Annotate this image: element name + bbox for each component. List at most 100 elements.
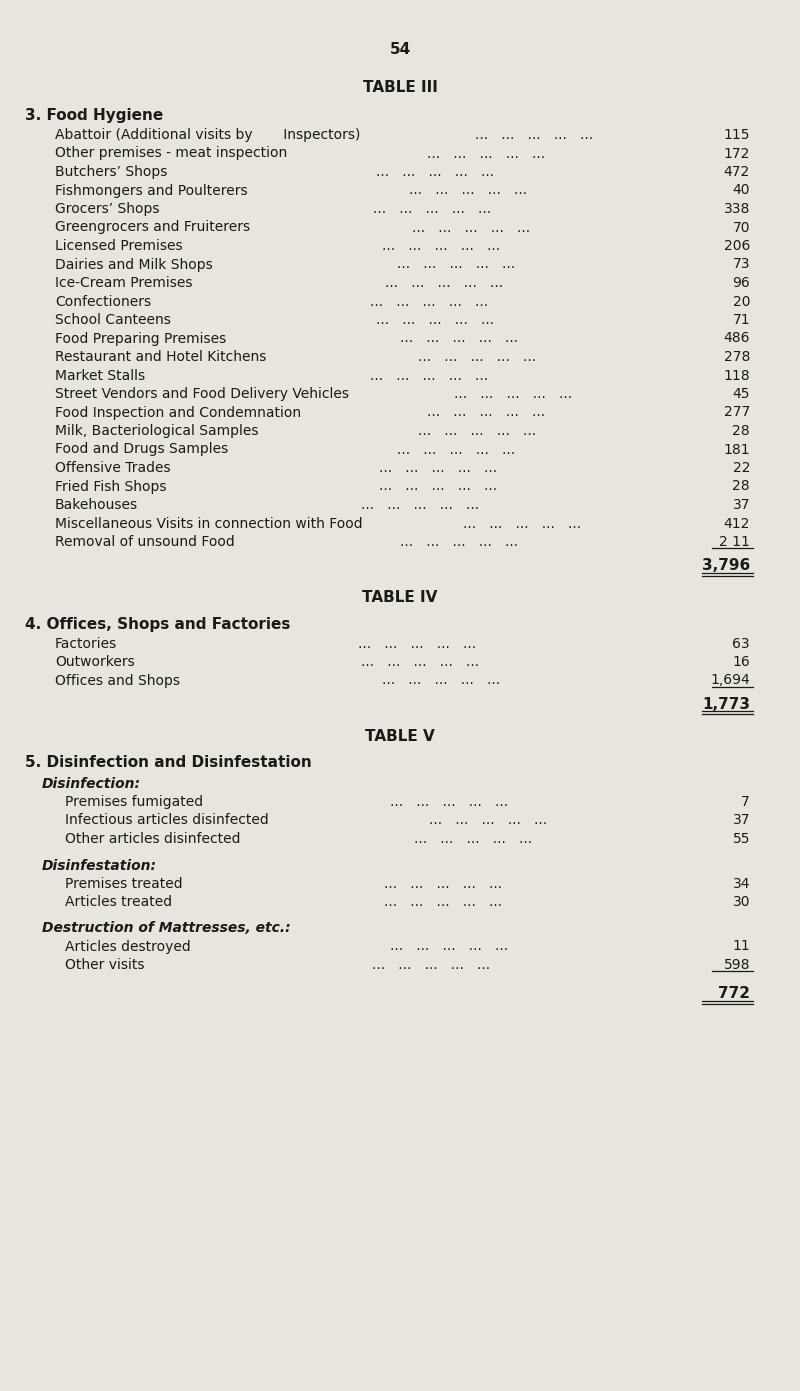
Text: 2 11: 2 11 (719, 536, 750, 549)
Text: Disinfestation:: Disinfestation: (42, 858, 157, 872)
Text: 16: 16 (732, 655, 750, 669)
Text: TABLE V: TABLE V (365, 729, 435, 744)
Text: 30: 30 (733, 894, 750, 908)
Text: 54: 54 (390, 42, 410, 57)
Text: 37: 37 (733, 498, 750, 512)
Text: ...   ...   ...   ...   ...: ... ... ... ... ... (390, 939, 508, 953)
Text: ...   ...   ...   ...   ...: ... ... ... ... ... (384, 894, 502, 908)
Text: Fried Fish Shops: Fried Fish Shops (55, 480, 166, 494)
Text: ...   ...   ...   ...   ...: ... ... ... ... ... (376, 166, 494, 179)
Text: Removal of unsound Food: Removal of unsound Food (55, 536, 234, 549)
Text: 181: 181 (723, 442, 750, 456)
Text: Food Preparing Premises: Food Preparing Premises (55, 331, 226, 345)
Text: ...   ...   ...   ...   ...: ... ... ... ... ... (390, 796, 508, 810)
Text: Outworkers: Outworkers (55, 655, 134, 669)
Text: ...   ...   ...   ...   ...: ... ... ... ... ... (379, 460, 497, 474)
Text: Other visits: Other visits (65, 958, 145, 972)
Text: 96: 96 (732, 275, 750, 289)
Text: 40: 40 (733, 184, 750, 198)
Text: Disinfection:: Disinfection: (42, 778, 141, 791)
Text: 11: 11 (732, 939, 750, 953)
Text: ...   ...   ...   ...   ...: ... ... ... ... ... (373, 202, 491, 216)
Text: ...   ...   ...   ...   ...: ... ... ... ... ... (397, 257, 515, 271)
Text: ...   ...   ...   ...   ...: ... ... ... ... ... (475, 128, 593, 142)
Text: Greengrocers and Fruiterers: Greengrocers and Fruiterers (55, 221, 250, 235)
Text: 20: 20 (733, 295, 750, 309)
Text: Confectioners: Confectioners (55, 295, 151, 309)
Text: ...   ...   ...   ...   ...: ... ... ... ... ... (400, 331, 518, 345)
Text: 412: 412 (724, 516, 750, 530)
Text: 63: 63 (732, 637, 750, 651)
Text: School Canteens: School Canteens (55, 313, 171, 327)
Text: 37: 37 (733, 814, 750, 828)
Text: Butchers’ Shops: Butchers’ Shops (55, 166, 167, 179)
Text: Licensed Premises: Licensed Premises (55, 239, 182, 253)
Text: ...   ...   ...   ...   ...: ... ... ... ... ... (418, 351, 536, 364)
Text: ...   ...   ...   ...   ...: ... ... ... ... ... (358, 637, 476, 651)
Text: ...   ...   ...   ...   ...: ... ... ... ... ... (361, 655, 479, 669)
Text: Ice-Cream Premises: Ice-Cream Premises (55, 275, 193, 289)
Text: Infectious articles disinfected: Infectious articles disinfected (65, 814, 269, 828)
Text: 3,796: 3,796 (702, 559, 750, 573)
Text: ...   ...   ...   ...   ...: ... ... ... ... ... (400, 536, 518, 549)
Text: Offensive Trades: Offensive Trades (55, 460, 170, 474)
Text: ...   ...   ...   ...   ...: ... ... ... ... ... (463, 516, 581, 530)
Text: 28: 28 (732, 480, 750, 494)
Text: 22: 22 (733, 460, 750, 474)
Text: ...   ...   ...   ...   ...: ... ... ... ... ... (427, 146, 545, 160)
Text: Other articles disinfected: Other articles disinfected (65, 832, 241, 846)
Text: Restaurant and Hotel Kitchens: Restaurant and Hotel Kitchens (55, 351, 266, 364)
Text: Abattoir (Additional visits by       Inspectors): Abattoir (Additional visits by Inspector… (55, 128, 360, 142)
Text: Grocers’ Shops: Grocers’ Shops (55, 202, 159, 216)
Text: ...   ...   ...   ...   ...: ... ... ... ... ... (427, 406, 545, 420)
Text: 278: 278 (724, 351, 750, 364)
Text: Bakehouses: Bakehouses (55, 498, 138, 512)
Text: ...   ...   ...   ...   ...: ... ... ... ... ... (376, 313, 494, 327)
Text: ...   ...   ...   ...   ...: ... ... ... ... ... (454, 387, 572, 401)
Text: Offices and Shops: Offices and Shops (55, 673, 180, 687)
Text: TABLE IV: TABLE IV (362, 591, 438, 605)
Text: Market Stalls: Market Stalls (55, 369, 145, 383)
Text: Premises fumigated: Premises fumigated (65, 796, 203, 810)
Text: Milk, Bacteriological Samples: Milk, Bacteriological Samples (55, 424, 258, 438)
Text: ...   ...   ...   ...   ...: ... ... ... ... ... (379, 480, 497, 494)
Text: 70: 70 (733, 221, 750, 235)
Text: Miscellaneous Visits in connection with Food: Miscellaneous Visits in connection with … (55, 516, 362, 530)
Text: ...   ...   ...   ...   ...: ... ... ... ... ... (385, 275, 503, 289)
Text: 772: 772 (718, 986, 750, 1002)
Text: ...   ...   ...   ...   ...: ... ... ... ... ... (384, 876, 502, 890)
Text: ...   ...   ...   ...   ...: ... ... ... ... ... (414, 832, 532, 846)
Text: Articles destroyed: Articles destroyed (65, 939, 190, 953)
Text: 206: 206 (724, 239, 750, 253)
Text: Dairies and Milk Shops: Dairies and Milk Shops (55, 257, 213, 271)
Text: ...   ...   ...   ...   ...: ... ... ... ... ... (370, 369, 488, 383)
Text: 7: 7 (742, 796, 750, 810)
Text: 4. Offices, Shops and Factories: 4. Offices, Shops and Factories (25, 616, 290, 632)
Text: ...   ...   ...   ...   ...: ... ... ... ... ... (382, 673, 500, 687)
Text: ...   ...   ...   ...   ...: ... ... ... ... ... (382, 239, 500, 253)
Text: Premises treated: Premises treated (65, 876, 182, 890)
Text: 55: 55 (733, 832, 750, 846)
Text: 3. Food Hygiene: 3. Food Hygiene (25, 108, 163, 122)
Text: 598: 598 (723, 958, 750, 972)
Text: 172: 172 (724, 146, 750, 160)
Text: 472: 472 (724, 166, 750, 179)
Text: ...   ...   ...   ...   ...: ... ... ... ... ... (397, 442, 515, 456)
Text: 34: 34 (733, 876, 750, 890)
Text: Fishmongers and Poulterers: Fishmongers and Poulterers (55, 184, 248, 198)
Text: 73: 73 (733, 257, 750, 271)
Text: Street Vendors and Food Delivery Vehicles: Street Vendors and Food Delivery Vehicle… (55, 387, 349, 401)
Text: ...   ...   ...   ...   ...: ... ... ... ... ... (372, 958, 490, 972)
Text: ...   ...   ...   ...   ...: ... ... ... ... ... (429, 814, 547, 828)
Text: Articles treated: Articles treated (65, 894, 172, 908)
Text: Food Inspection and Condemnation: Food Inspection and Condemnation (55, 406, 301, 420)
Text: 5. Disinfection and Disinfestation: 5. Disinfection and Disinfestation (25, 755, 312, 771)
Text: 1,694: 1,694 (710, 673, 750, 687)
Text: ...   ...   ...   ...   ...: ... ... ... ... ... (412, 221, 530, 235)
Text: 338: 338 (724, 202, 750, 216)
Text: ...   ...   ...   ...   ...: ... ... ... ... ... (418, 424, 536, 438)
Text: 277: 277 (724, 406, 750, 420)
Text: Factories: Factories (55, 637, 118, 651)
Text: 1,773: 1,773 (702, 697, 750, 712)
Text: Destruction of Mattresses, etc.:: Destruction of Mattresses, etc.: (42, 921, 290, 936)
